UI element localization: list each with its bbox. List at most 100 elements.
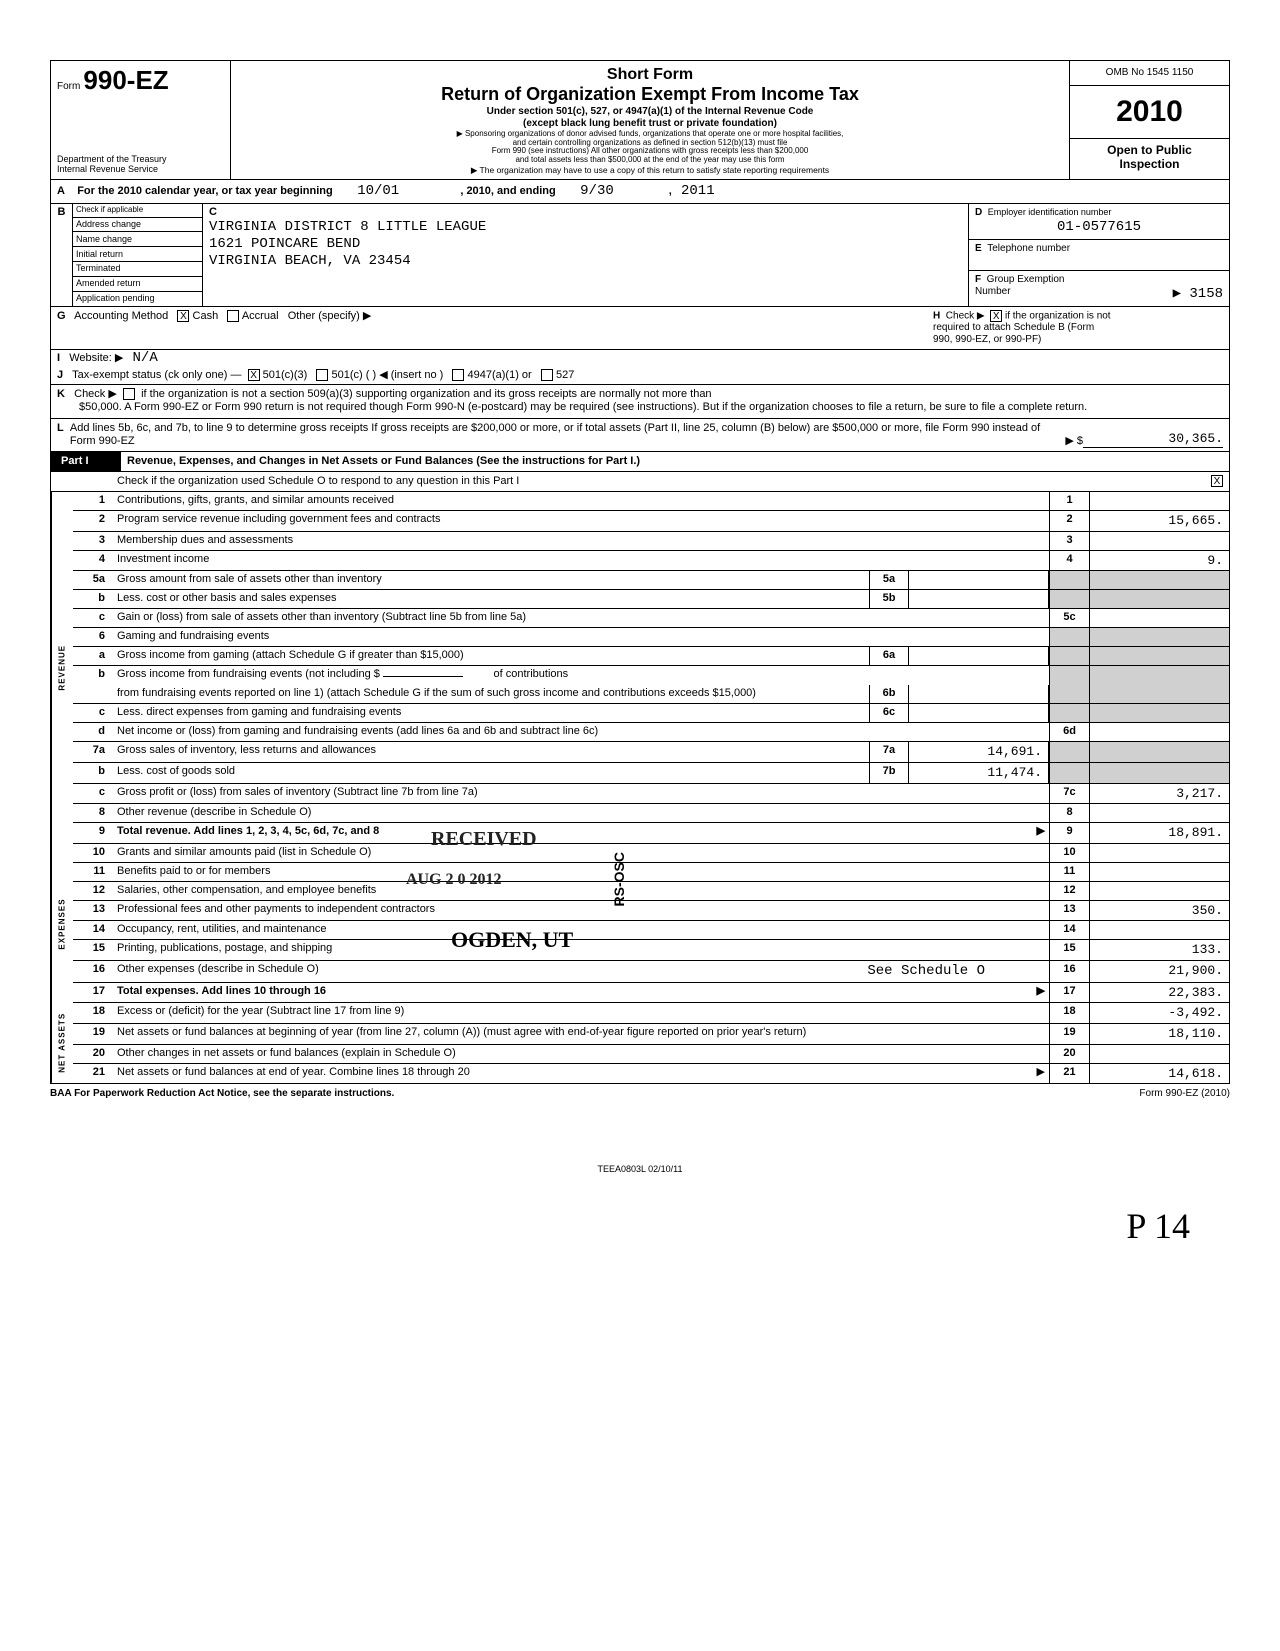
l6b1-shade1: [1049, 666, 1089, 685]
e-text: Telephone number: [987, 243, 1070, 254]
l5a-shade2: [1089, 571, 1229, 589]
accrual-checkbox[interactable]: [227, 310, 239, 322]
l6-shade1: [1049, 628, 1089, 646]
l19-desc: Net assets or fund balances at beginning…: [113, 1024, 1049, 1044]
l15-num: 15: [73, 940, 113, 960]
k-text3: $50,000. A Form 990-EZ or Form 990 retur…: [79, 401, 1223, 414]
h-text: Check ▶: [946, 310, 985, 321]
insert-no: ) ◀ (insert no ): [372, 369, 443, 381]
part1-title: Revenue, Expenses, and Changes in Net As…: [121, 452, 1229, 471]
c-label: C: [209, 206, 962, 219]
l1-num: 1: [73, 492, 113, 510]
chk-addr[interactable]: Address change: [73, 218, 202, 233]
l9-num: 9: [73, 823, 113, 843]
l8-desc: Other revenue (describe in Schedule O): [113, 804, 1049, 822]
l21-desc: Net assets or fund balances at end of ye…: [113, 1064, 1049, 1084]
l7b-num: b: [73, 763, 113, 783]
sub2: (except black lung benefit trust or priv…: [239, 118, 1061, 130]
k-text2: if the organization is not a section 509…: [141, 388, 711, 400]
omb-number: OMB No 1545 1150: [1070, 61, 1229, 86]
opt1: 501(c)(3): [263, 369, 308, 381]
501c3-checkbox[interactable]: X: [248, 369, 260, 381]
k-checkbox[interactable]: [123, 388, 135, 400]
f-text2: Number: [975, 286, 1011, 303]
accrual-label: Accrual: [242, 310, 279, 322]
h-text2: if the organization is not: [1005, 310, 1111, 321]
opt2: 501(c) (: [332, 369, 370, 381]
chk-name[interactable]: Name change: [73, 232, 202, 247]
a-text1: For the 2010 calendar year, or tax year …: [77, 185, 333, 197]
l1-box: 1: [1049, 492, 1089, 510]
l17-num: 17: [73, 983, 113, 1003]
line-17: 17 Total expenses. Add lines 10 through …: [73, 983, 1229, 1004]
h-checkbox[interactable]: X: [990, 310, 1002, 322]
l7a-desc: Gross sales of inventory, less returns a…: [113, 742, 869, 762]
l-label: L: [57, 422, 64, 435]
chk-pending[interactable]: Application pending: [73, 292, 202, 306]
l2-num: 2: [73, 511, 113, 531]
l5a-shade1: [1049, 571, 1089, 589]
e-cell: E Telephone number: [969, 240, 1229, 271]
l17-box: 17: [1049, 983, 1089, 1003]
l6b2-num: [73, 685, 113, 703]
line-6b2: from fundraising events reported on line…: [73, 685, 1229, 704]
h-label: H: [933, 310, 940, 321]
row-l: L Add lines 5b, 6c, and 7b, to line 9 to…: [50, 419, 1230, 452]
l5a-desc: Gross amount from sale of assets other t…: [113, 571, 869, 589]
l17-desc: Total expenses. Add lines 10 through 16 …: [113, 983, 1049, 1003]
chk-o-text: Check if the organization used Schedule …: [57, 475, 1211, 488]
l18-val: -3,492.: [1089, 1003, 1229, 1023]
l6-shade2: [1089, 628, 1229, 646]
i-label: I: [57, 352, 60, 364]
f-text: Group Exemption: [987, 274, 1065, 285]
l2-val: 15,665.: [1089, 511, 1229, 531]
line-5a: 5a Gross amount from sale of assets othe…: [73, 571, 1229, 590]
l5b-shade1: [1049, 590, 1089, 608]
a-text2: , 2010, and ending: [460, 185, 555, 197]
line-5c: c Gain or (loss) from sale of assets oth…: [73, 609, 1229, 628]
l6d-box: 6d: [1049, 723, 1089, 741]
l6a-midbox: 6a: [869, 647, 909, 665]
dept1: Department of the Treasury: [57, 154, 224, 165]
527-checkbox[interactable]: [541, 369, 553, 381]
g-text: Accounting Method: [74, 310, 168, 322]
l14-num: 14: [73, 921, 113, 939]
l10-desc: Grants and similar amounts paid (list in…: [113, 844, 1049, 862]
schedule-o-checkbox[interactable]: X: [1211, 475, 1223, 487]
l15-box: 15: [1049, 940, 1089, 960]
schedule-o-check-row: Check if the organization used Schedule …: [50, 472, 1230, 492]
l7a-midval: 14,691.: [909, 742, 1049, 762]
l6-desc: Gaming and fundraising events: [113, 628, 1049, 646]
line-6a: a Gross income from gaming (attach Sched…: [73, 647, 1229, 666]
l20-box: 20: [1049, 1045, 1089, 1063]
a-text3: ,: [669, 185, 672, 197]
right-info-column: D Employer identification number 01-0577…: [969, 204, 1229, 306]
l6d-desc: Net income or (loss) from gaming and fun…: [113, 723, 1049, 741]
chk-amend[interactable]: Amended return: [73, 277, 202, 292]
line-9: 9 Total revenue. Add lines 1, 2, 3, 4, 5…: [73, 823, 1229, 844]
chk-term[interactable]: Terminated: [73, 262, 202, 277]
l5c-val: [1089, 609, 1229, 627]
j-text: Tax-exempt status (ck only one) —: [72, 369, 241, 381]
line-6: 6 Gaming and fundraising events: [73, 628, 1229, 647]
handwritten-note: P 14: [50, 1205, 1230, 1248]
501c-checkbox[interactable]: [316, 369, 328, 381]
l6c-midbox: 6c: [869, 704, 909, 722]
form-ref: Form 990-EZ (2010): [1139, 1088, 1230, 1100]
line-13: 13 Professional fees and other payments …: [73, 901, 1229, 922]
section-b-to-f: B Check if applicable Address change Nam…: [50, 204, 1230, 307]
check-if-label: Check if applicable: [73, 204, 202, 218]
l18-num: 18: [73, 1003, 113, 1023]
l6d-val: [1089, 723, 1229, 741]
line-4: 4 Investment income 4 9.: [73, 551, 1229, 572]
l1-val: [1089, 492, 1229, 510]
subtitle: Under section 501(c), 527, or 4947(a)(1)…: [239, 106, 1061, 118]
line-7a: 7a Gross sales of inventory, less return…: [73, 742, 1229, 763]
l7b-shade1: [1049, 763, 1089, 783]
4947-checkbox[interactable]: [452, 369, 464, 381]
l16-val: 21,900.: [1089, 961, 1229, 982]
l7b-midbox: 7b: [869, 763, 909, 783]
chk-initial[interactable]: Initial return: [73, 247, 202, 262]
cash-checkbox[interactable]: X: [177, 310, 189, 322]
l11-desc: Benefits paid to or for members: [113, 863, 1049, 881]
